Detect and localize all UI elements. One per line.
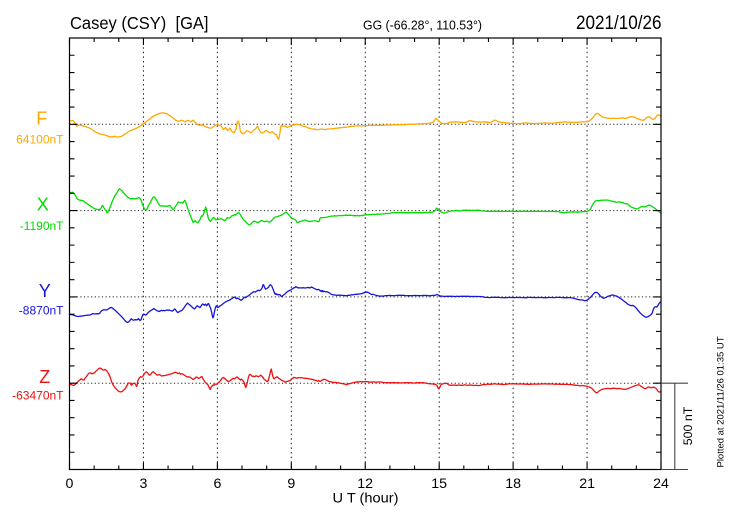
svg-text:2021/10/26: 2021/10/26 [576,13,662,34]
svg-text:U T (hour): U T (hour) [333,490,399,506]
svg-text:Y: Y [39,281,51,301]
svg-text:X: X [37,195,49,215]
svg-text:Plotted at 2021/11/26 01:35 UT: Plotted at 2021/11/26 01:35 UT [715,336,726,467]
svg-text:500 nT: 500 nT [681,406,695,445]
svg-text:Casey (CSY) [GA]: Casey (CSY) [GA] [70,13,209,33]
svg-text:0: 0 [66,476,74,492]
svg-text:24: 24 [653,476,669,492]
svg-text:15: 15 [431,476,447,492]
svg-text:64100nT: 64100nT [16,132,64,146]
svg-text:-8870nT: -8870nT [19,304,64,318]
svg-text:GG (-66.28°, 110.53°): GG (-66.28°, 110.53°) [363,18,482,33]
svg-text:-1190nT: -1190nT [20,219,64,233]
svg-text:-63470nT: -63470nT [12,389,64,403]
svg-text:21: 21 [579,476,595,492]
svg-text:Z: Z [39,367,50,387]
svg-text:12: 12 [357,476,373,492]
svg-text:18: 18 [505,476,521,492]
svg-text:9: 9 [287,476,295,492]
svg-text:6: 6 [213,476,221,492]
svg-text:F: F [36,108,47,128]
svg-text:3: 3 [139,476,147,492]
